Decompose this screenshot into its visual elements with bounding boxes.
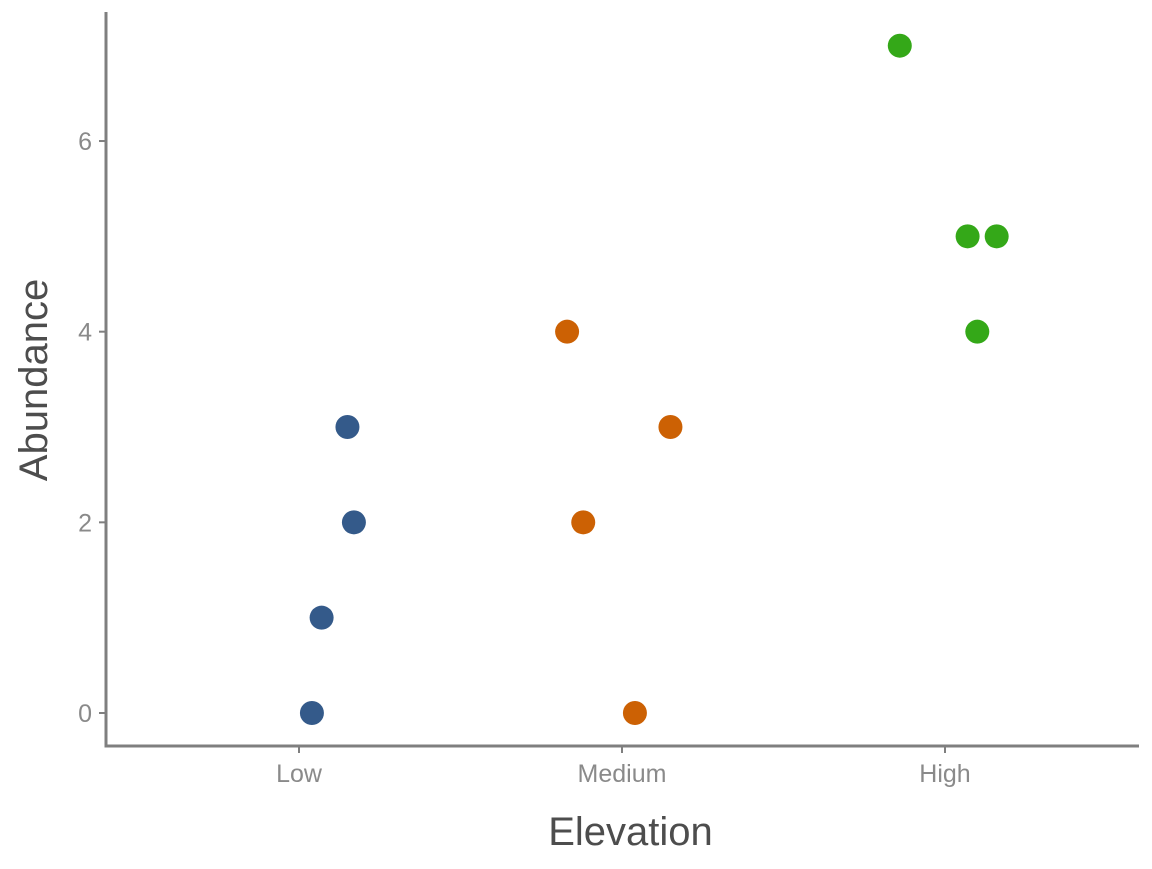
- y-tick-label: 2: [78, 509, 92, 537]
- x-tick-label: High: [919, 760, 970, 788]
- data-point: [622, 701, 647, 725]
- data-point: [309, 605, 334, 630]
- x-axis-title: Elevation: [548, 810, 713, 854]
- y-axis-title: Abundance: [12, 279, 56, 481]
- data-points: [299, 33, 1009, 725]
- x-tick-label: Low: [276, 760, 323, 788]
- data-point: [341, 510, 366, 535]
- y-axis-ticks: 0 2 4 6: [78, 128, 106, 728]
- data-point: [984, 224, 1009, 249]
- x-axis-ticks: Low Medium High: [276, 746, 971, 788]
- data-point: [571, 510, 596, 535]
- data-point: [658, 415, 683, 440]
- axes: [104, 12, 1139, 748]
- data-point: [299, 701, 324, 725]
- data-point: [555, 319, 580, 344]
- data-point: [887, 33, 912, 58]
- data-point: [955, 224, 980, 249]
- x-tick-label: Medium: [578, 760, 667, 788]
- y-tick-label: 4: [78, 319, 92, 347]
- y-tick-label: 0: [78, 700, 92, 728]
- y-tick-label: 6: [78, 128, 92, 156]
- data-point: [335, 415, 360, 440]
- data-point: [965, 319, 990, 344]
